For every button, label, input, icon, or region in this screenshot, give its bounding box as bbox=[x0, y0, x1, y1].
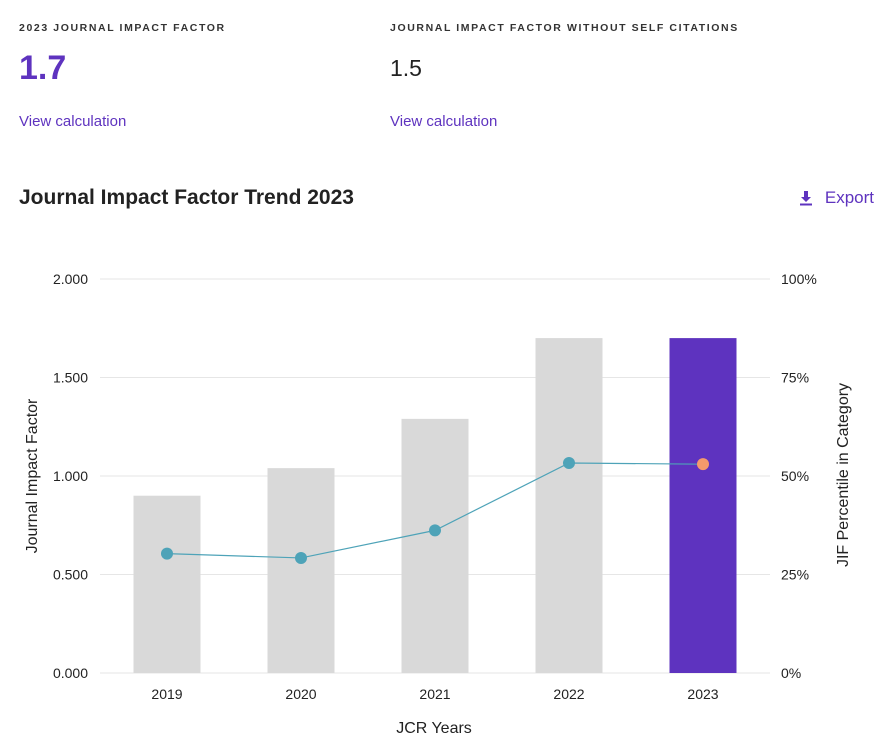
jif-no-self-label: JOURNAL IMPACT FACTOR WITHOUT SELF CITAT… bbox=[390, 22, 739, 34]
percentile-point bbox=[161, 547, 173, 560]
jif-label: 2023 JOURNAL IMPACT FACTOR bbox=[19, 22, 226, 34]
y-tick-label: 0.000 bbox=[53, 665, 88, 681]
y-tick-label: 2.000 bbox=[53, 271, 88, 287]
jif-no-self-value: 1.5 bbox=[390, 55, 422, 81]
x-tick-label: 2023 bbox=[687, 686, 718, 702]
x-tick-label: 2020 bbox=[285, 686, 316, 702]
trend-title: Journal Impact Factor Trend 2023 bbox=[19, 186, 354, 209]
jif-value: 1.7 bbox=[19, 49, 67, 87]
y-axis-title: Journal Impact Factor bbox=[24, 398, 41, 553]
y2-tick-label: 100% bbox=[781, 271, 817, 287]
percentile-point bbox=[697, 458, 709, 471]
jif-no-self-metric: JOURNAL IMPACT FACTOR WITHOUT SELF CITAT… bbox=[390, 22, 739, 83]
x-axis-title: JCR Years bbox=[396, 720, 472, 737]
y2-tick-label: 0% bbox=[781, 665, 801, 681]
y2-axis-title: JIF Percentile in Category bbox=[835, 383, 852, 567]
percentile-point bbox=[429, 524, 441, 537]
jif-view-calculation-link[interactable]: View calculation bbox=[19, 113, 127, 130]
percentile-point bbox=[295, 551, 307, 564]
x-tick-label: 2019 bbox=[151, 686, 182, 702]
percentile-point bbox=[563, 456, 575, 469]
bar bbox=[401, 418, 469, 673]
jif-no-self-view-calculation-link[interactable]: View calculation bbox=[390, 113, 498, 130]
x-tick-label: 2022 bbox=[553, 686, 584, 702]
bar bbox=[133, 495, 201, 673]
export-button[interactable]: Export bbox=[799, 188, 874, 208]
y2-tick-label: 50% bbox=[781, 468, 809, 484]
bar bbox=[669, 338, 737, 673]
x-tick-label: 2021 bbox=[419, 686, 450, 702]
y2-tick-label: 75% bbox=[781, 370, 809, 386]
jif-metric: 2023 JOURNAL IMPACT FACTOR 1.7 bbox=[19, 22, 226, 87]
export-label: Export bbox=[824, 188, 874, 207]
download-icon bbox=[799, 191, 812, 206]
y-tick-label: 1.500 bbox=[53, 370, 88, 386]
y-tick-label: 1.000 bbox=[53, 468, 88, 484]
y-tick-label: 0.500 bbox=[53, 567, 88, 583]
y2-tick-label: 25% bbox=[781, 567, 809, 583]
bar bbox=[535, 338, 603, 673]
bar bbox=[267, 468, 335, 673]
